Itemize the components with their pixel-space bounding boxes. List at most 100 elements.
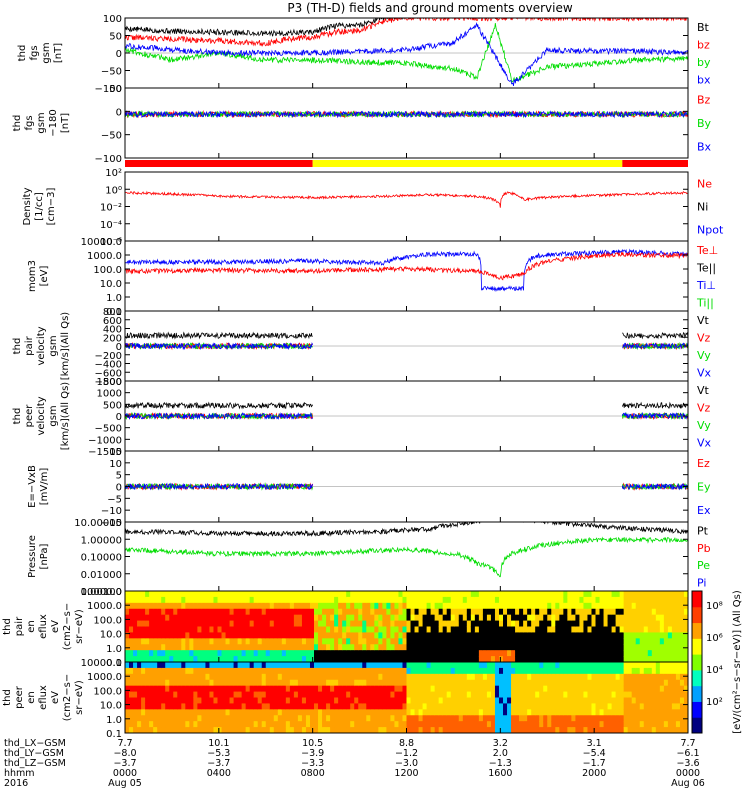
time-axis-row-label: thd_LY−GSM: [4, 748, 64, 759]
ylabel-fgs-gsm: [nT]: [53, 43, 64, 63]
ytick-peer-spec: 100.0: [93, 686, 122, 697]
ylabel-pair-spec: thd: [2, 618, 13, 635]
time-axis-row-label: thd_LX−GSM: [4, 738, 66, 749]
ytick-density: 10⁻²: [100, 203, 122, 214]
time-axis: thd_LX−GSM 7.7 10.1 10.5 8.8 3.2 3.1 7.7 thd_LY−…: [4, 738, 705, 789]
ytick-fgs-gsm-180: 50: [109, 84, 122, 95]
time-axis-value: −3.6: [676, 758, 699, 769]
ylabel-peer-spec: (cm2−s−: [62, 674, 73, 721]
series-temperature-Te⊥: [125, 251, 688, 281]
ytick-peer-velocity: −1000: [88, 435, 122, 446]
colorbar-tick: 10⁸: [706, 601, 723, 612]
legend-efield-Ey: Ey: [697, 481, 711, 494]
ytick-peer-velocity: 0: [116, 412, 122, 423]
legend-pressure-Pt: Pt: [697, 525, 709, 538]
plot-area-pair-velocity: [125, 331, 688, 351]
ytick-pair-spec: 10000.0: [81, 587, 122, 598]
ytick-pair-spec: 1.0: [106, 644, 122, 655]
ytick-density: 10⁻⁶: [100, 237, 122, 248]
ytick-temperature: 1000.0: [87, 251, 122, 262]
ylabel-pair-spec: pair: [14, 616, 25, 636]
panel-pair-spec: 10000.0 1000.0 100.0 10.0 1.0 0.1 thd pair en efl…: [2, 587, 689, 669]
series-fgs-gsm-180-Bx: [125, 110, 688, 119]
ylabel-density: Density: [22, 187, 33, 225]
time-axis-value: −1.2: [395, 748, 418, 759]
ylabel-pair-spec: eV: [50, 620, 61, 633]
legend-peer-velocity-Vz: Vz: [697, 401, 711, 414]
ylabel-peer-velocity: peer: [24, 404, 35, 428]
ytick-temperature: 10.0: [100, 279, 122, 290]
ytick-pair-velocity: 400: [103, 325, 122, 336]
ylabel-fgs-gsm-180: −180: [48, 109, 59, 136]
ytick-pair-spec: 10.0: [100, 630, 122, 641]
ylabel-peer-spec: eflux: [38, 685, 49, 710]
ytick-pressure: 0.10000: [81, 553, 122, 564]
ytick-peer-velocity: 500: [103, 400, 122, 411]
legend-fgs-gsm-180-Bz: Bz: [697, 94, 711, 107]
ytick-efield: −5: [107, 494, 122, 505]
legend-fgs-gsm-bx: bx: [697, 73, 711, 86]
ytick-pair-velocity: 600: [103, 316, 122, 327]
ylabel-fgs-gsm-180: fgs: [24, 115, 35, 130]
legend-pressure-Pi: Pi: [697, 576, 706, 589]
mode-segment-0: [125, 160, 313, 167]
series-fgs-gsm-Bt: [125, 18, 416, 37]
ytick-fgs-gsm: 50: [109, 32, 122, 43]
legend-density-Ni: Ni: [697, 201, 708, 214]
series-density-Ne: [125, 190, 688, 208]
ytick-pressure: 0.01000: [81, 570, 122, 581]
legend-fgs-gsm-Bt: Bt: [697, 21, 710, 34]
series-efield-Ex: [125, 482, 688, 491]
time-axis-value: Aug 06: [671, 778, 705, 789]
time-axis-value: −5.3: [207, 748, 230, 759]
time-axis-row-label: 2016: [4, 778, 28, 789]
plot-area-pressure: [125, 522, 688, 578]
legend-pair-velocity-Vx: Vx: [697, 366, 712, 379]
legend-peer-velocity-Vx: Vx: [697, 436, 712, 449]
ylabel-peer-spec: en: [26, 691, 37, 704]
plot-area-pair-spec: [125, 591, 688, 662]
time-axis-value: Aug 05: [108, 778, 142, 789]
colorbar-label: [eV/(cm²−s−sr−eV)] (All Qs): [732, 590, 743, 734]
ytick-pressure: 1.00000: [81, 535, 122, 546]
ytick-fgs-gsm: −100: [95, 84, 122, 95]
colorbar-step: [692, 591, 702, 608]
time-axis-value: 7.7: [680, 738, 695, 749]
ytick-pair-velocity: 0: [116, 342, 122, 353]
ylabel-pressure: [nPa]: [39, 543, 50, 569]
ylabel-efield: E=−VxB: [27, 465, 38, 508]
time-axis-value: 10.5: [302, 738, 323, 749]
plot-area-fgs-gsm: [125, 18, 688, 86]
time-axis-value: 8.8: [399, 738, 414, 749]
colorbar-tick: 10⁶: [706, 633, 723, 644]
legend-pressure-Pb: Pb: [697, 542, 711, 555]
ytick-fgs-gsm-180: −50: [101, 131, 122, 142]
colorbar: 10⁸ 10⁶ 10⁴ 10² [eV/(cm²−s−sr−eV)] (All Qs): [691, 590, 743, 734]
ytick-pair-spec: 0.1: [106, 658, 122, 669]
colorbar-step: [692, 685, 702, 702]
ytick-efield: 15: [109, 447, 122, 458]
legend-efield-Ex: Ex: [697, 504, 711, 517]
ytick-peer-spec: 10.0: [100, 701, 122, 712]
ytick-fgs-gsm-180: −100: [95, 154, 122, 165]
time-axis-value: −3.7: [113, 758, 136, 769]
mode-bar: [125, 160, 688, 167]
time-axis-value: −8.0: [113, 748, 136, 759]
time-axis-row-label: hhmm: [4, 768, 35, 779]
ytick-density: 10²: [105, 168, 122, 179]
figure-title: P3 (TH-D) fields and ground moments over…: [287, 1, 572, 15]
mode-segment-2: [622, 160, 688, 167]
ytick-peer-spec: 10000.0: [81, 658, 122, 669]
ylabel-fgs-gsm-180: gsm: [36, 112, 47, 133]
plot-area-efield: [125, 482, 688, 491]
time-axis-value: 7.7: [117, 738, 132, 749]
ytick-temperature: 10000.0: [81, 237, 122, 248]
ytick-peer-spec: 1.0: [106, 715, 122, 726]
ytick-density: 10⁰: [105, 185, 122, 196]
time-axis-value: 1600: [488, 768, 512, 779]
ylabel-pair-spec: sr−eV): [74, 609, 85, 644]
